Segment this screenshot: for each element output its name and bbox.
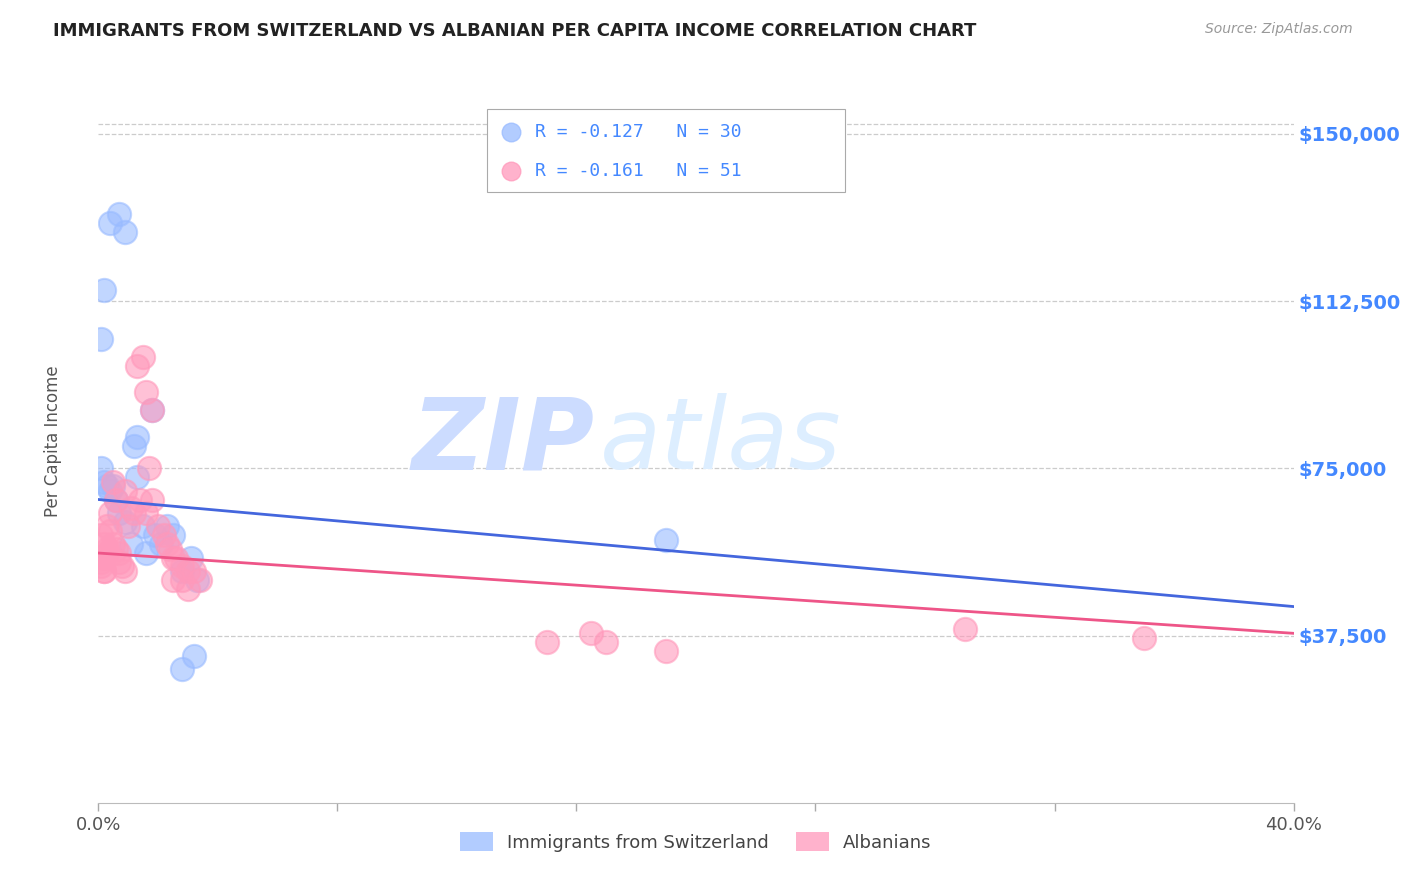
Point [114, 483, 136, 498]
Point [93, 537, 115, 551]
Point [103, 475, 125, 489]
Text: IMMIGRANTS FROM SWITZERLAND VS ALBANIAN PER CAPITA INCOME CORRELATION CHART: IMMIGRANTS FROM SWITZERLAND VS ALBANIAN … [53, 22, 977, 40]
Text: R = -0.161   N = 51: R = -0.161 N = 51 [534, 162, 741, 180]
Point [127, 470, 149, 484]
Point [183, 564, 205, 578]
Point [159, 541, 181, 556]
Point [98, 524, 122, 538]
Point [186, 573, 208, 587]
Point [108, 506, 131, 520]
Point [90, 555, 112, 569]
Point [148, 519, 170, 533]
Point [655, 644, 678, 658]
Point [108, 546, 131, 560]
Point [103, 479, 125, 493]
Point [114, 225, 136, 239]
Text: atlas: atlas [600, 393, 842, 490]
Text: Source: ZipAtlas.com: Source: ZipAtlas.com [1205, 22, 1353, 37]
Point [93, 475, 115, 489]
Point [114, 515, 136, 529]
Point [90, 528, 112, 542]
Point [90, 461, 112, 475]
Point [96, 519, 118, 533]
Point [127, 430, 149, 444]
Text: R = -0.127   N = 30: R = -0.127 N = 30 [534, 123, 741, 142]
Point [536, 635, 558, 649]
Point [96, 546, 118, 560]
Text: Per Capita Income: Per Capita Income [44, 366, 62, 517]
Point [172, 662, 194, 676]
Point [172, 564, 194, 578]
Point [105, 492, 128, 507]
Point [953, 622, 976, 636]
Point [150, 537, 173, 551]
Point [127, 359, 149, 373]
Point [180, 550, 202, 565]
Point [96, 479, 118, 493]
Point [117, 519, 139, 533]
Point [105, 541, 128, 556]
Point [108, 207, 131, 221]
Point [90, 332, 112, 346]
Point [162, 528, 184, 542]
Point [98, 506, 122, 520]
Point [93, 550, 115, 565]
Point [120, 537, 142, 551]
Point [1118, 796, 1140, 810]
Point [129, 492, 152, 507]
Point [655, 533, 678, 547]
Point [172, 559, 194, 574]
Point [162, 550, 184, 565]
Point [135, 546, 157, 560]
Point [141, 403, 163, 417]
Point [172, 573, 194, 587]
Point [177, 582, 200, 596]
Point [1133, 631, 1156, 645]
Point [114, 564, 136, 578]
Legend: Immigrants from Switzerland, Albanians: Immigrants from Switzerland, Albanians [453, 825, 939, 859]
Point [132, 350, 155, 364]
Point [138, 461, 160, 475]
Point [581, 626, 603, 640]
Point [93, 564, 115, 578]
Point [177, 564, 200, 578]
Point [96, 541, 118, 556]
Point [141, 403, 163, 417]
FancyBboxPatch shape [486, 109, 845, 193]
Point [132, 519, 155, 533]
Point [111, 559, 134, 574]
Point [156, 519, 179, 533]
Point [93, 283, 115, 297]
Point [120, 501, 142, 516]
Point [135, 385, 157, 400]
Point [98, 483, 122, 498]
Text: ZIP: ZIP [412, 393, 595, 490]
Point [98, 216, 122, 230]
Point [108, 555, 131, 569]
Point [124, 506, 146, 520]
Point [124, 439, 146, 453]
Point [188, 573, 211, 587]
Point [595, 635, 617, 649]
Point [1118, 796, 1140, 810]
Point [105, 492, 128, 507]
Point [90, 559, 112, 574]
Point [156, 537, 179, 551]
Point [135, 506, 157, 520]
Point [103, 537, 125, 551]
Point [162, 573, 184, 587]
Point [143, 528, 166, 542]
Point [153, 528, 176, 542]
Point [141, 492, 163, 507]
Point [93, 564, 115, 578]
Point [165, 550, 187, 565]
Point [183, 648, 205, 663]
